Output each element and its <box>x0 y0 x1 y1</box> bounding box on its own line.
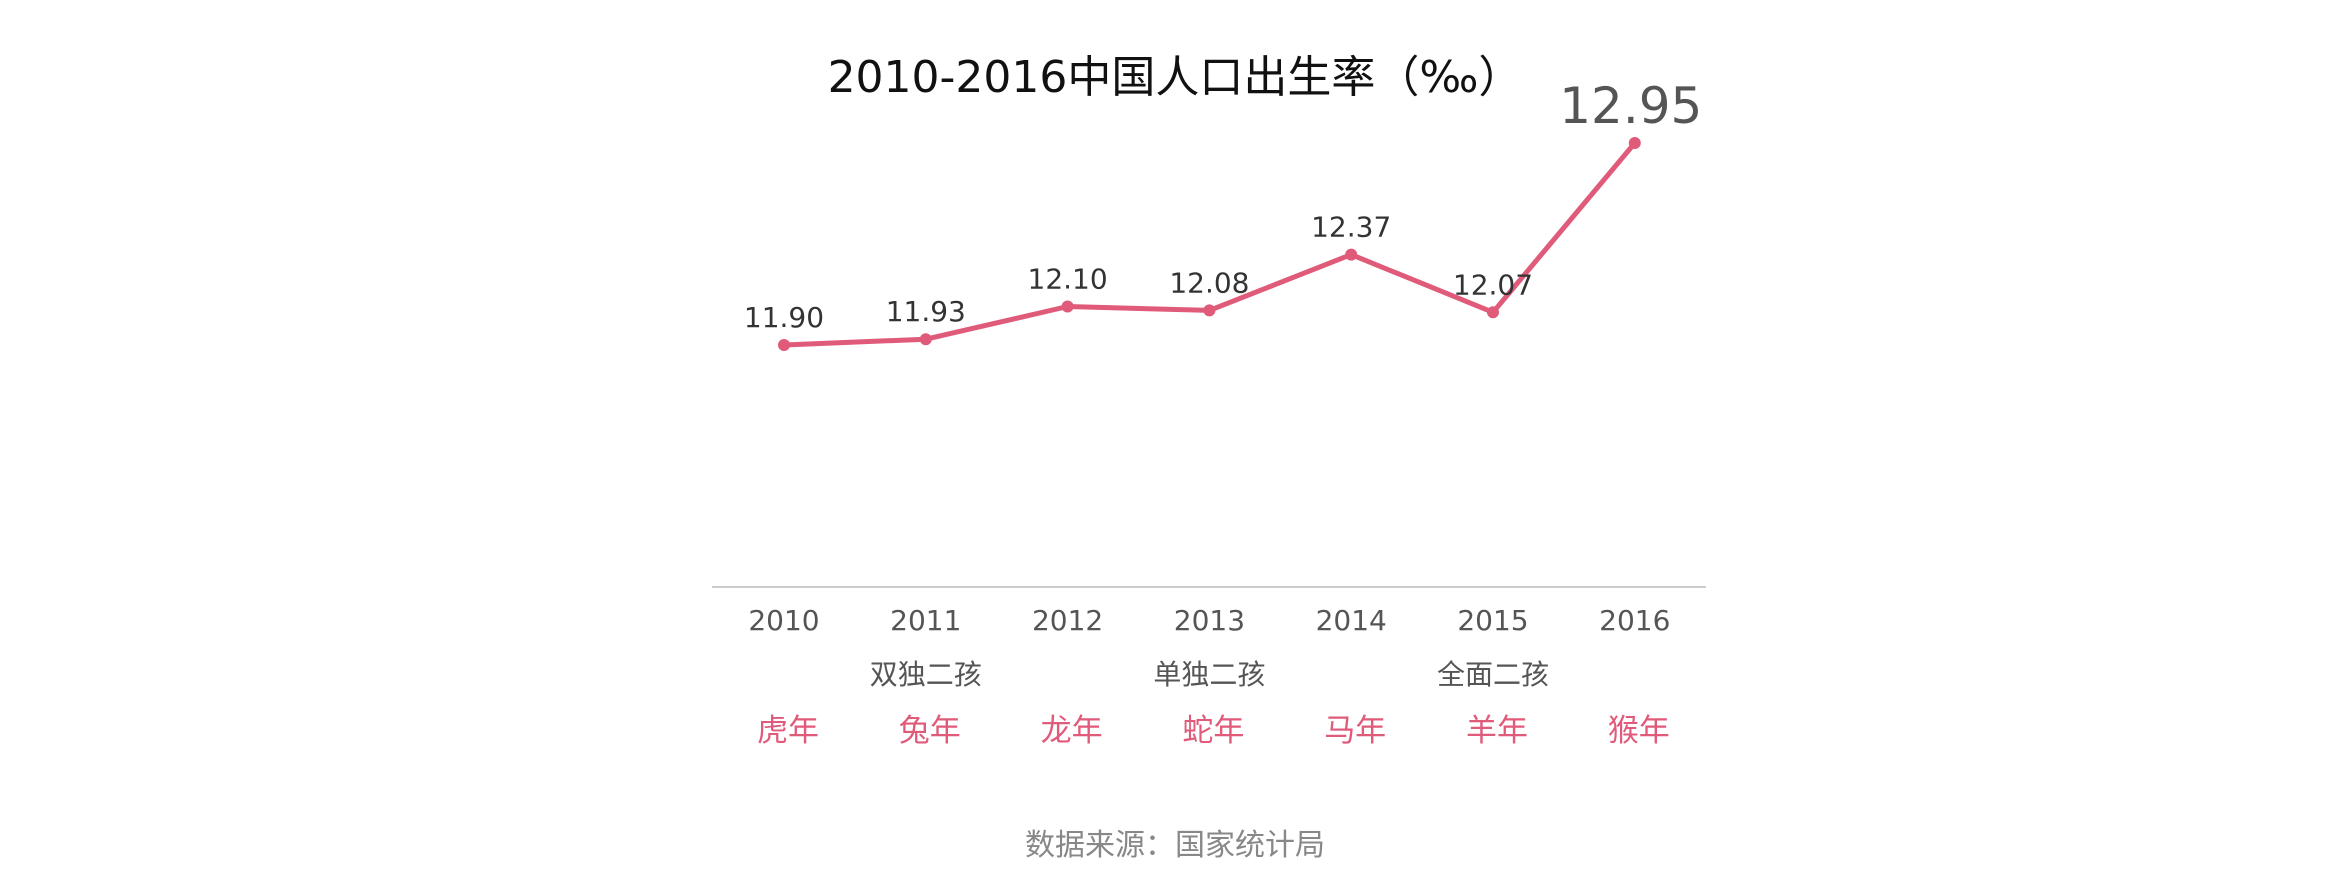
data-point-2012 <box>1061 300 1074 313</box>
policy-labels: 双独二孩 单独二孩 全面二孩 <box>870 658 1549 691</box>
data-label-2013: 12.08 <box>1169 266 1249 299</box>
x-tick-label-2012: 2012 <box>1032 604 1103 637</box>
x-tick-label-2016: 2016 <box>1599 604 1670 637</box>
zodiac-label-2012: 龙年 <box>1041 713 1103 749</box>
data-label-2010: 11.90 <box>744 301 824 334</box>
x-tick-label-2015: 2015 <box>1457 604 1528 637</box>
x-tick-label-2010: 2010 <box>748 604 819 637</box>
data-label-2015: 12.07 <box>1453 268 1533 301</box>
zodiac-label-2015: 羊年 <box>1466 713 1528 749</box>
data-label-2014: 12.37 <box>1311 211 1391 244</box>
data-label-2016: 12.95 <box>1559 77 1702 135</box>
zodiac-label-2010: 虎年 <box>757 713 819 749</box>
data-labels: 11.90 11.93 12.10 12.08 12.37 12.07 12.95 <box>744 77 1702 334</box>
data-point-2011 <box>919 333 932 346</box>
data-point-2013 <box>1203 304 1216 317</box>
data-point-2014 <box>1345 248 1358 261</box>
zodiac-label-2016: 猴年 <box>1608 713 1670 749</box>
data-label-2012: 12.10 <box>1028 263 1108 296</box>
x-tick-labels: 2010 2011 2012 2013 2014 2015 2016 <box>748 604 1670 637</box>
x-tick-label-2014: 2014 <box>1316 604 1387 637</box>
data-point-2015 <box>1487 306 1499 319</box>
policy-label-2013: 单独二孩 <box>1153 658 1265 691</box>
data-point-2010 <box>778 339 790 351</box>
data-label-2011: 11.93 <box>886 295 966 328</box>
zodiac-label-2013: 蛇年 <box>1182 713 1244 749</box>
x-tick-label-2013: 2013 <box>1174 604 1245 637</box>
policy-label-2015: 全面二孩 <box>1437 658 1549 691</box>
x-tick-label-2011: 2011 <box>890 604 961 637</box>
zodiac-label-2011: 兔年 <box>899 713 961 749</box>
data-source-note: 数据来源：国家统计局 <box>1025 828 1325 863</box>
policy-label-2011: 双独二孩 <box>870 658 982 691</box>
data-point-2016 <box>1628 137 1641 149</box>
data-points <box>778 137 1641 351</box>
chart-title: 2010-2016中国人口出生率（‰） <box>828 52 1523 103</box>
zodiac-label-2014: 马年 <box>1324 713 1386 749</box>
zodiac-labels: 虎年 兔年 龙年 蛇年 马年 羊年 猴年 <box>757 713 1670 749</box>
